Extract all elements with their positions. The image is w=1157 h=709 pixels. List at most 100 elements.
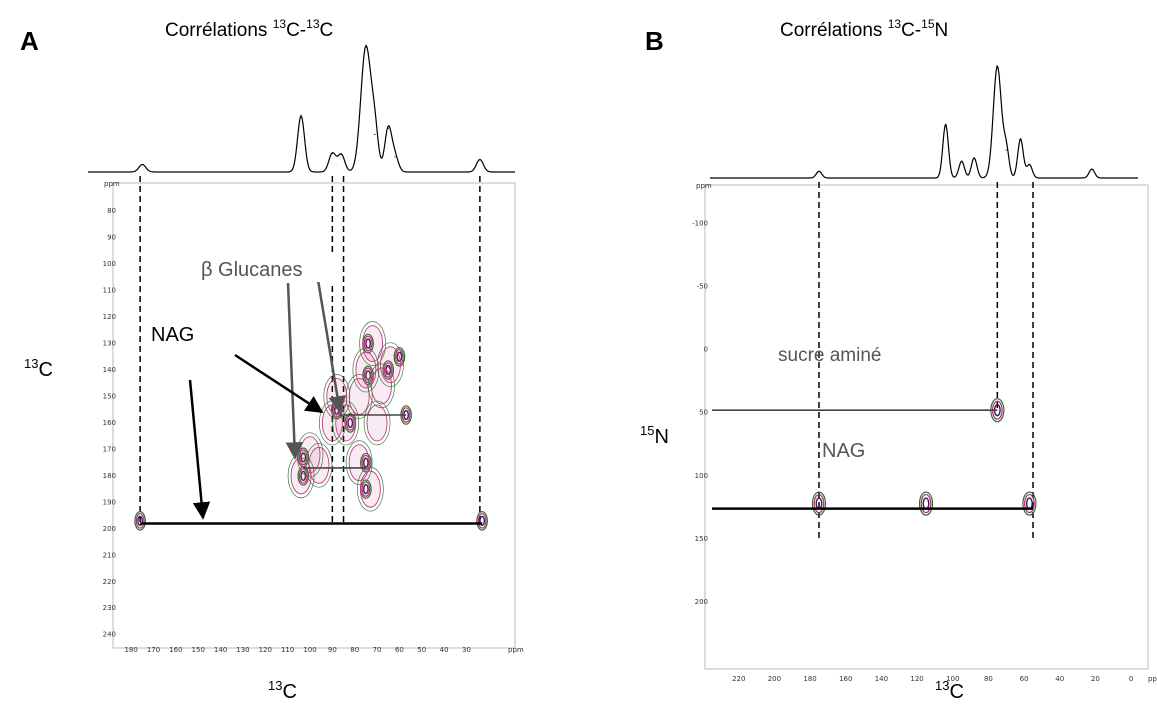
panel-b-title: Corrélations 13C-15N <box>780 17 948 41</box>
projection-peak <box>387 127 389 129</box>
cross-peak-mid <box>1024 493 1035 514</box>
projection-peak <box>374 133 376 136</box>
x-tick-label: 120 <box>259 646 272 654</box>
x-tick-label: 140 <box>875 675 888 683</box>
cross-peak-outer <box>393 346 406 367</box>
annotation-nag-b: NAG <box>822 440 865 462</box>
x-tick-label: 30 <box>462 646 471 654</box>
panel-b-cross-peaks <box>811 398 1037 516</box>
glucan-contour <box>308 446 330 484</box>
x-tick-label: 50 <box>417 646 426 654</box>
y-tick-label: 90 <box>107 234 116 242</box>
x-tick-label: 60 <box>1020 675 1029 683</box>
y-unit-label: ppm <box>104 180 120 188</box>
y-tick-label: 140 <box>103 366 116 374</box>
glucan-contour-outline <box>305 442 333 488</box>
projection-peak <box>479 158 481 161</box>
panel-b-connectors <box>712 409 1033 510</box>
projection-spectrum <box>710 65 1138 179</box>
projection-peak <box>973 157 975 159</box>
cross-peak-outer <box>360 452 372 473</box>
glucan-contour-outline <box>345 440 373 485</box>
panel-b-projection <box>710 65 1138 179</box>
glucane-arrow-2 <box>316 279 347 414</box>
cross-peak-inner <box>300 470 307 481</box>
x-tick-label: 60 <box>395 646 404 654</box>
cross-peak-inner <box>479 515 486 526</box>
panel-b-xlabel: 13C <box>935 678 964 703</box>
projection-peak <box>945 123 947 125</box>
x-tick-label: 120 <box>910 675 923 683</box>
projection-peak <box>1005 149 1007 151</box>
projection-peak <box>1019 138 1022 140</box>
glucan-contour <box>362 325 384 362</box>
projection-peak <box>961 160 963 162</box>
panel-a: A Corrélations 13C-13C 180 170 160 150 140 13… <box>20 17 524 703</box>
x-tick-label: 180 <box>124 646 137 654</box>
panel-a-ticks: 180 170 160 150 140 130 120 110 100 90 80 70 60 50 40 3… <box>103 180 524 654</box>
y-tick-label: 210 <box>103 551 116 559</box>
x-unit-label: ppm <box>1148 675 1157 683</box>
cross-peak-outer <box>1022 491 1037 516</box>
nag-arrow-1 <box>234 353 324 414</box>
panel-b-plot-frame <box>704 184 1149 670</box>
y-tick-label: 0 <box>704 346 708 354</box>
cross-peak-inner <box>362 457 369 468</box>
glucan-contour-outline <box>377 342 404 388</box>
annotation-sucre-amine: sucre aminé <box>778 345 882 366</box>
projection-peak <box>1091 168 1093 170</box>
y-tick-label: 120 <box>103 313 116 321</box>
x-tick-label: 20 <box>1091 675 1100 683</box>
cross-peak-mid <box>395 348 404 365</box>
x-tick-label: 180 <box>803 675 816 683</box>
projection-peak <box>300 115 302 117</box>
panel-a-cross-peaks <box>134 321 488 531</box>
panel-b: B Corrélations 13C-15N 220 200 180 160 140 12… <box>640 17 1157 703</box>
cross-peak-mid <box>363 367 373 384</box>
y-tick-label: 160 <box>103 419 116 427</box>
nag-arrow-2 <box>188 379 211 520</box>
projection-peak <box>141 163 143 166</box>
y-tick-label: 240 <box>103 631 116 639</box>
cross-peak-inner <box>365 338 372 349</box>
panel-b-ylabel: 15N <box>640 423 669 448</box>
panel-b-guides <box>818 182 1034 539</box>
glucan-contour <box>290 457 312 495</box>
annotation-beta-glucanes: β Glucanes <box>201 259 303 281</box>
panel-a-plot-frame <box>112 182 516 649</box>
y-tick-label: -50 <box>697 283 708 291</box>
cross-peak-mid <box>477 513 487 529</box>
x-tick-label: 220 <box>732 675 745 683</box>
glucan-contour-outline <box>357 466 384 512</box>
y-tick-label: 200 <box>695 598 708 606</box>
x-tick-label: 140 <box>214 646 227 654</box>
projection-spectrum <box>88 44 515 173</box>
cross-peak-inner <box>137 515 144 526</box>
y-tick-label: 80 <box>107 207 116 215</box>
cross-peak-mid <box>363 335 373 352</box>
x-tick-label: 80 <box>984 675 993 683</box>
projection-peak <box>365 46 367 48</box>
x-tick-label: 80 <box>350 646 359 654</box>
x-tick-label: 110 <box>281 646 294 654</box>
x-tick-label: 100 <box>946 675 959 683</box>
panel-a-connectors <box>140 414 483 525</box>
projection-peak <box>818 170 820 172</box>
cross-peak-outer <box>297 466 310 486</box>
projection-peak <box>996 65 998 67</box>
x-tick-label: 160 <box>839 675 852 683</box>
cross-peak-inner <box>347 417 354 429</box>
panel-a-ylabel: 13C <box>24 356 53 381</box>
y-tick-label: 180 <box>103 472 116 480</box>
x-tick-label: 160 <box>169 646 182 654</box>
y-tick-label: 150 <box>695 535 708 543</box>
x-tick-label: 40 <box>440 646 449 654</box>
y-unit-label: ppm <box>696 182 712 190</box>
x-tick-label: 150 <box>192 646 205 654</box>
x-unit-label: ppm <box>508 646 524 654</box>
cross-peak-mid <box>813 493 825 514</box>
cross-peak-mid <box>361 454 371 471</box>
glucan-contour-outline <box>359 321 386 366</box>
